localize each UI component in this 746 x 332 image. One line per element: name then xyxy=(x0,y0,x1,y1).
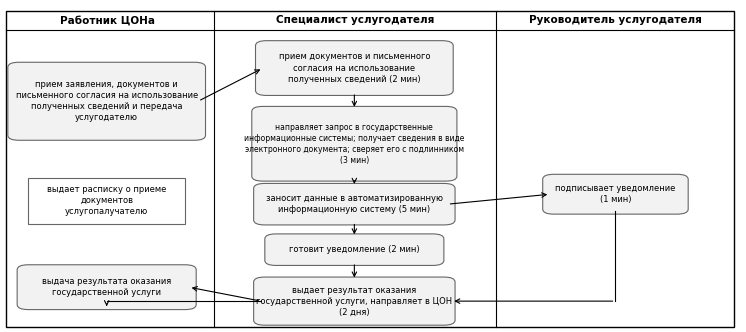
FancyBboxPatch shape xyxy=(254,277,455,325)
Text: выдача результата оказания
государственной услуги: выдача результата оказания государственн… xyxy=(42,277,172,297)
Text: заносит данные в автоматизированную
информационную систему (5 мин): заносит данные в автоматизированную инфо… xyxy=(266,194,443,214)
Text: подписывает уведомление
(1 мин): подписывает уведомление (1 мин) xyxy=(555,184,676,204)
FancyBboxPatch shape xyxy=(255,41,453,96)
FancyBboxPatch shape xyxy=(542,174,688,214)
Text: прием заявления, документов и
письменного согласия на использование
полученных с: прием заявления, документов и письменног… xyxy=(16,80,198,123)
Text: выдает результат оказания
государственной услуги, направляет в ЦОН
(2 дня): выдает результат оказания государственно… xyxy=(257,286,452,317)
FancyBboxPatch shape xyxy=(17,265,196,309)
Text: выдает расписку о приеме
документов
услугопалучателю: выдает расписку о приеме документов услу… xyxy=(47,185,166,216)
FancyBboxPatch shape xyxy=(251,106,457,181)
Text: прием документов и письменного
согласия на использование
полученных сведений (2 : прием документов и письменного согласия … xyxy=(278,52,430,84)
FancyBboxPatch shape xyxy=(7,62,206,140)
Bar xyxy=(28,178,185,224)
Text: Руководитель услугодателя: Руководитель услугодателя xyxy=(529,15,701,25)
Text: Специалист услугодателя: Специалист услугодателя xyxy=(276,15,434,25)
FancyBboxPatch shape xyxy=(254,183,455,225)
FancyBboxPatch shape xyxy=(265,234,444,266)
Text: Работник ЦОНа: Работник ЦОНа xyxy=(60,15,154,25)
Text: направляет запрос в государственные
информационные системы; получает сведения в : направляет запрос в государственные инфо… xyxy=(244,123,465,165)
Text: готовит уведомление (2 мин): готовит уведомление (2 мин) xyxy=(289,245,420,254)
